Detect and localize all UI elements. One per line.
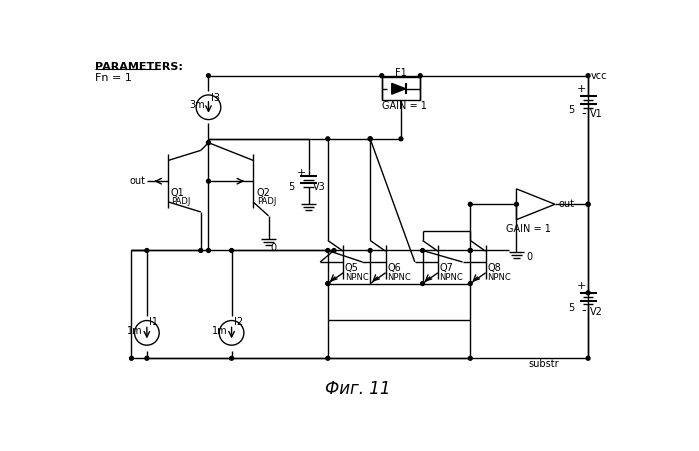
Circle shape <box>468 202 473 206</box>
Text: V3: V3 <box>312 182 325 192</box>
Circle shape <box>326 249 330 253</box>
Circle shape <box>586 202 590 206</box>
Circle shape <box>326 282 330 285</box>
Text: NPNC: NPNC <box>345 273 368 282</box>
Circle shape <box>586 74 590 78</box>
Circle shape <box>206 179 210 183</box>
Text: 5: 5 <box>568 303 574 313</box>
Text: V2: V2 <box>591 307 603 317</box>
Text: Фиг. 11: Фиг. 11 <box>325 380 391 398</box>
Text: PADJ: PADJ <box>171 198 190 207</box>
Circle shape <box>145 249 149 253</box>
Circle shape <box>145 356 149 360</box>
Text: Q7: Q7 <box>440 263 454 273</box>
Text: +: + <box>577 84 586 94</box>
Text: Q6: Q6 <box>387 263 401 273</box>
Text: I1: I1 <box>149 318 158 327</box>
Text: vcc: vcc <box>591 71 607 81</box>
Text: -: - <box>582 304 586 317</box>
Text: 5: 5 <box>289 182 295 192</box>
Text: PARAMETERS:: PARAMETERS: <box>95 62 183 72</box>
Circle shape <box>368 137 372 141</box>
Text: GAIN = 1: GAIN = 1 <box>382 101 427 111</box>
Text: 1m: 1m <box>212 327 228 336</box>
Circle shape <box>586 202 590 206</box>
Circle shape <box>468 282 473 285</box>
Circle shape <box>206 141 210 145</box>
Text: I2: I2 <box>234 318 243 327</box>
Text: -: - <box>582 107 586 120</box>
Circle shape <box>418 74 422 78</box>
Text: Q5: Q5 <box>345 263 359 273</box>
Text: PADJ: PADJ <box>257 198 276 207</box>
Text: NPNC: NPNC <box>440 273 463 282</box>
Text: 0: 0 <box>271 243 277 253</box>
Circle shape <box>230 356 233 360</box>
Text: Q2: Q2 <box>257 188 271 198</box>
Text: Q8: Q8 <box>487 263 501 273</box>
Text: 1m: 1m <box>127 327 143 336</box>
Bar <box>382 77 420 100</box>
Circle shape <box>368 249 372 253</box>
Text: I3: I3 <box>211 93 219 103</box>
Circle shape <box>230 249 233 253</box>
Circle shape <box>326 356 330 360</box>
Text: Fn = 1: Fn = 1 <box>95 73 132 83</box>
Circle shape <box>206 74 210 78</box>
Polygon shape <box>391 83 405 94</box>
Circle shape <box>586 356 590 360</box>
Circle shape <box>421 249 424 253</box>
Text: substr: substr <box>528 359 559 369</box>
Circle shape <box>206 141 210 145</box>
Text: NPNC: NPNC <box>487 273 511 282</box>
Text: 0: 0 <box>526 253 533 262</box>
Text: +: + <box>577 281 586 290</box>
Circle shape <box>468 356 473 360</box>
Circle shape <box>206 249 210 253</box>
Circle shape <box>468 249 473 253</box>
Circle shape <box>326 282 330 285</box>
Text: out: out <box>129 176 145 186</box>
Circle shape <box>129 356 134 360</box>
Circle shape <box>586 291 590 295</box>
Text: NPNC: NPNC <box>387 273 411 282</box>
Text: GAIN = 1: GAIN = 1 <box>505 224 550 234</box>
Text: 5: 5 <box>568 105 574 115</box>
Circle shape <box>399 137 403 141</box>
Text: +: + <box>297 169 306 179</box>
Circle shape <box>468 249 473 253</box>
Text: F1: F1 <box>395 69 407 78</box>
Circle shape <box>326 137 330 141</box>
Text: Q1: Q1 <box>171 188 185 198</box>
Circle shape <box>332 249 336 253</box>
Text: out: out <box>558 199 574 209</box>
Circle shape <box>380 74 384 78</box>
Circle shape <box>368 137 372 141</box>
Circle shape <box>514 202 519 206</box>
Text: V1: V1 <box>591 109 603 119</box>
Text: 3m: 3m <box>189 100 205 110</box>
Circle shape <box>199 249 203 253</box>
Circle shape <box>421 282 424 285</box>
